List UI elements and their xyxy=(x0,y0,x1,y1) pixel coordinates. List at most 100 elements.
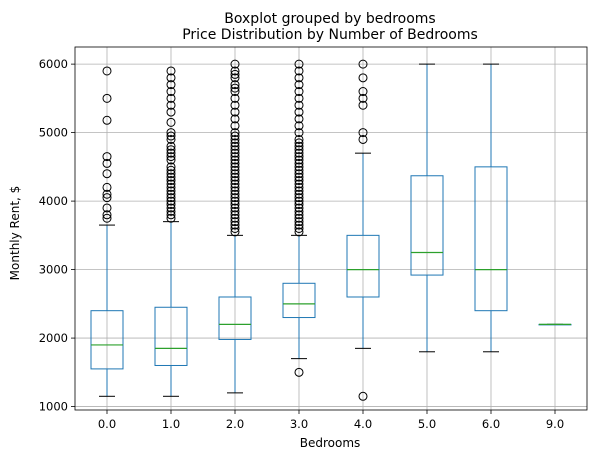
chart-suptitle: Boxplot grouped by bedrooms xyxy=(224,11,435,27)
box-group-0.0 xyxy=(90,66,124,397)
outlier-point xyxy=(102,210,112,220)
outlier-point xyxy=(166,200,176,210)
boxes xyxy=(90,59,572,401)
box-group-1.0 xyxy=(154,66,188,397)
y-axis-label: Monthly Rent, $ xyxy=(8,186,22,281)
outlier-point xyxy=(166,182,176,192)
outlier-point xyxy=(294,206,304,216)
outlier-point xyxy=(294,141,304,151)
outlier-point xyxy=(166,80,176,90)
outlier-point xyxy=(358,391,368,401)
axis-ticks: 1000 2000 3000 4000 5000 6000 0.0 1.0 2.0 3.0 4.0 5… xyxy=(39,57,564,431)
outlier-point xyxy=(230,114,240,124)
outlier-point xyxy=(294,155,304,165)
outlier-point xyxy=(230,196,240,206)
outlier-point xyxy=(294,148,304,158)
outlier-point xyxy=(294,134,304,144)
x-tick-label: 2.0 xyxy=(226,417,244,431)
outlier-point xyxy=(102,213,112,223)
outlier-point xyxy=(230,172,240,182)
outlier-point xyxy=(294,73,304,83)
outlier-point xyxy=(102,189,112,199)
outlier-point xyxy=(102,93,112,103)
y-tick-label: 6000 xyxy=(39,57,68,71)
outlier-point xyxy=(230,107,240,117)
outlier-point xyxy=(230,193,240,203)
outlier-point xyxy=(166,172,176,182)
outlier-point xyxy=(166,148,176,158)
outlier-point xyxy=(230,80,240,90)
outlier-point xyxy=(230,69,240,79)
iqr-box xyxy=(410,175,444,276)
outlier-point xyxy=(294,367,304,377)
outlier-point xyxy=(230,145,240,155)
outlier-point xyxy=(294,107,304,117)
iqr-box xyxy=(154,306,188,366)
outlier-point xyxy=(166,196,176,206)
outlier-point xyxy=(230,128,240,138)
outlier-point xyxy=(294,165,304,175)
x-tick-label: 4.0 xyxy=(354,417,372,431)
outlier-point xyxy=(294,176,304,186)
outlier-point xyxy=(166,141,176,151)
outlier-point xyxy=(230,59,240,69)
outlier-point xyxy=(166,213,176,223)
outlier-point xyxy=(294,138,304,148)
outlier-point xyxy=(102,158,112,168)
x-tick-label: 6.0 xyxy=(482,417,500,431)
outlier-point xyxy=(166,169,176,179)
outlier-point xyxy=(230,186,240,196)
outlier-point xyxy=(294,66,304,76)
outlier-point xyxy=(294,93,304,103)
outlier-point xyxy=(294,158,304,168)
y-tick-label: 1000 xyxy=(39,400,68,414)
outlier-point xyxy=(358,100,368,110)
outlier-point xyxy=(294,189,304,199)
outlier-point xyxy=(166,145,176,155)
box-group-9.0 xyxy=(538,323,572,326)
grid xyxy=(75,47,587,410)
outlier-point xyxy=(230,73,240,83)
outlier-point xyxy=(294,169,304,179)
outlier-point xyxy=(230,134,240,144)
outlier-point xyxy=(166,193,176,203)
x-axis-label: Bedrooms xyxy=(300,436,361,450)
outlier-point xyxy=(230,158,240,168)
outlier-point xyxy=(294,121,304,131)
outlier-point xyxy=(166,176,176,186)
outlier-point xyxy=(294,210,304,220)
outlier-point xyxy=(230,224,240,233)
box-group-6.0 xyxy=(474,63,508,353)
outlier-point xyxy=(294,196,304,206)
outlier-point xyxy=(230,155,240,165)
outlier-point xyxy=(294,128,304,138)
outlier-point xyxy=(358,93,368,103)
y-tick-label: 3000 xyxy=(39,263,68,277)
x-tick-label: 9.0 xyxy=(546,417,564,431)
outlier-point xyxy=(230,217,240,227)
outlier-point xyxy=(230,162,240,172)
outlier-point xyxy=(230,138,240,148)
outlier-point xyxy=(294,220,304,230)
box-group-4.0 xyxy=(346,59,380,401)
outlier-point xyxy=(294,114,304,124)
outlier-point xyxy=(358,73,368,83)
outlier-point xyxy=(358,134,368,144)
outlier-point xyxy=(294,193,304,203)
outlier-point xyxy=(358,59,368,69)
outlier-point xyxy=(230,66,240,76)
outlier-point xyxy=(102,66,112,76)
y-tick-label: 2000 xyxy=(39,331,68,345)
iqr-box xyxy=(346,234,380,298)
iqr-box xyxy=(218,296,252,340)
outlier-point xyxy=(230,165,240,175)
outlier-point xyxy=(294,179,304,189)
outlier-point xyxy=(230,100,240,110)
outlier-point xyxy=(166,189,176,199)
outlier-point xyxy=(166,162,176,172)
outlier-point xyxy=(166,66,176,76)
outlier-point xyxy=(230,203,240,213)
outlier-point xyxy=(166,93,176,103)
y-tick-label: 4000 xyxy=(39,194,68,208)
outlier-point xyxy=(230,200,240,210)
